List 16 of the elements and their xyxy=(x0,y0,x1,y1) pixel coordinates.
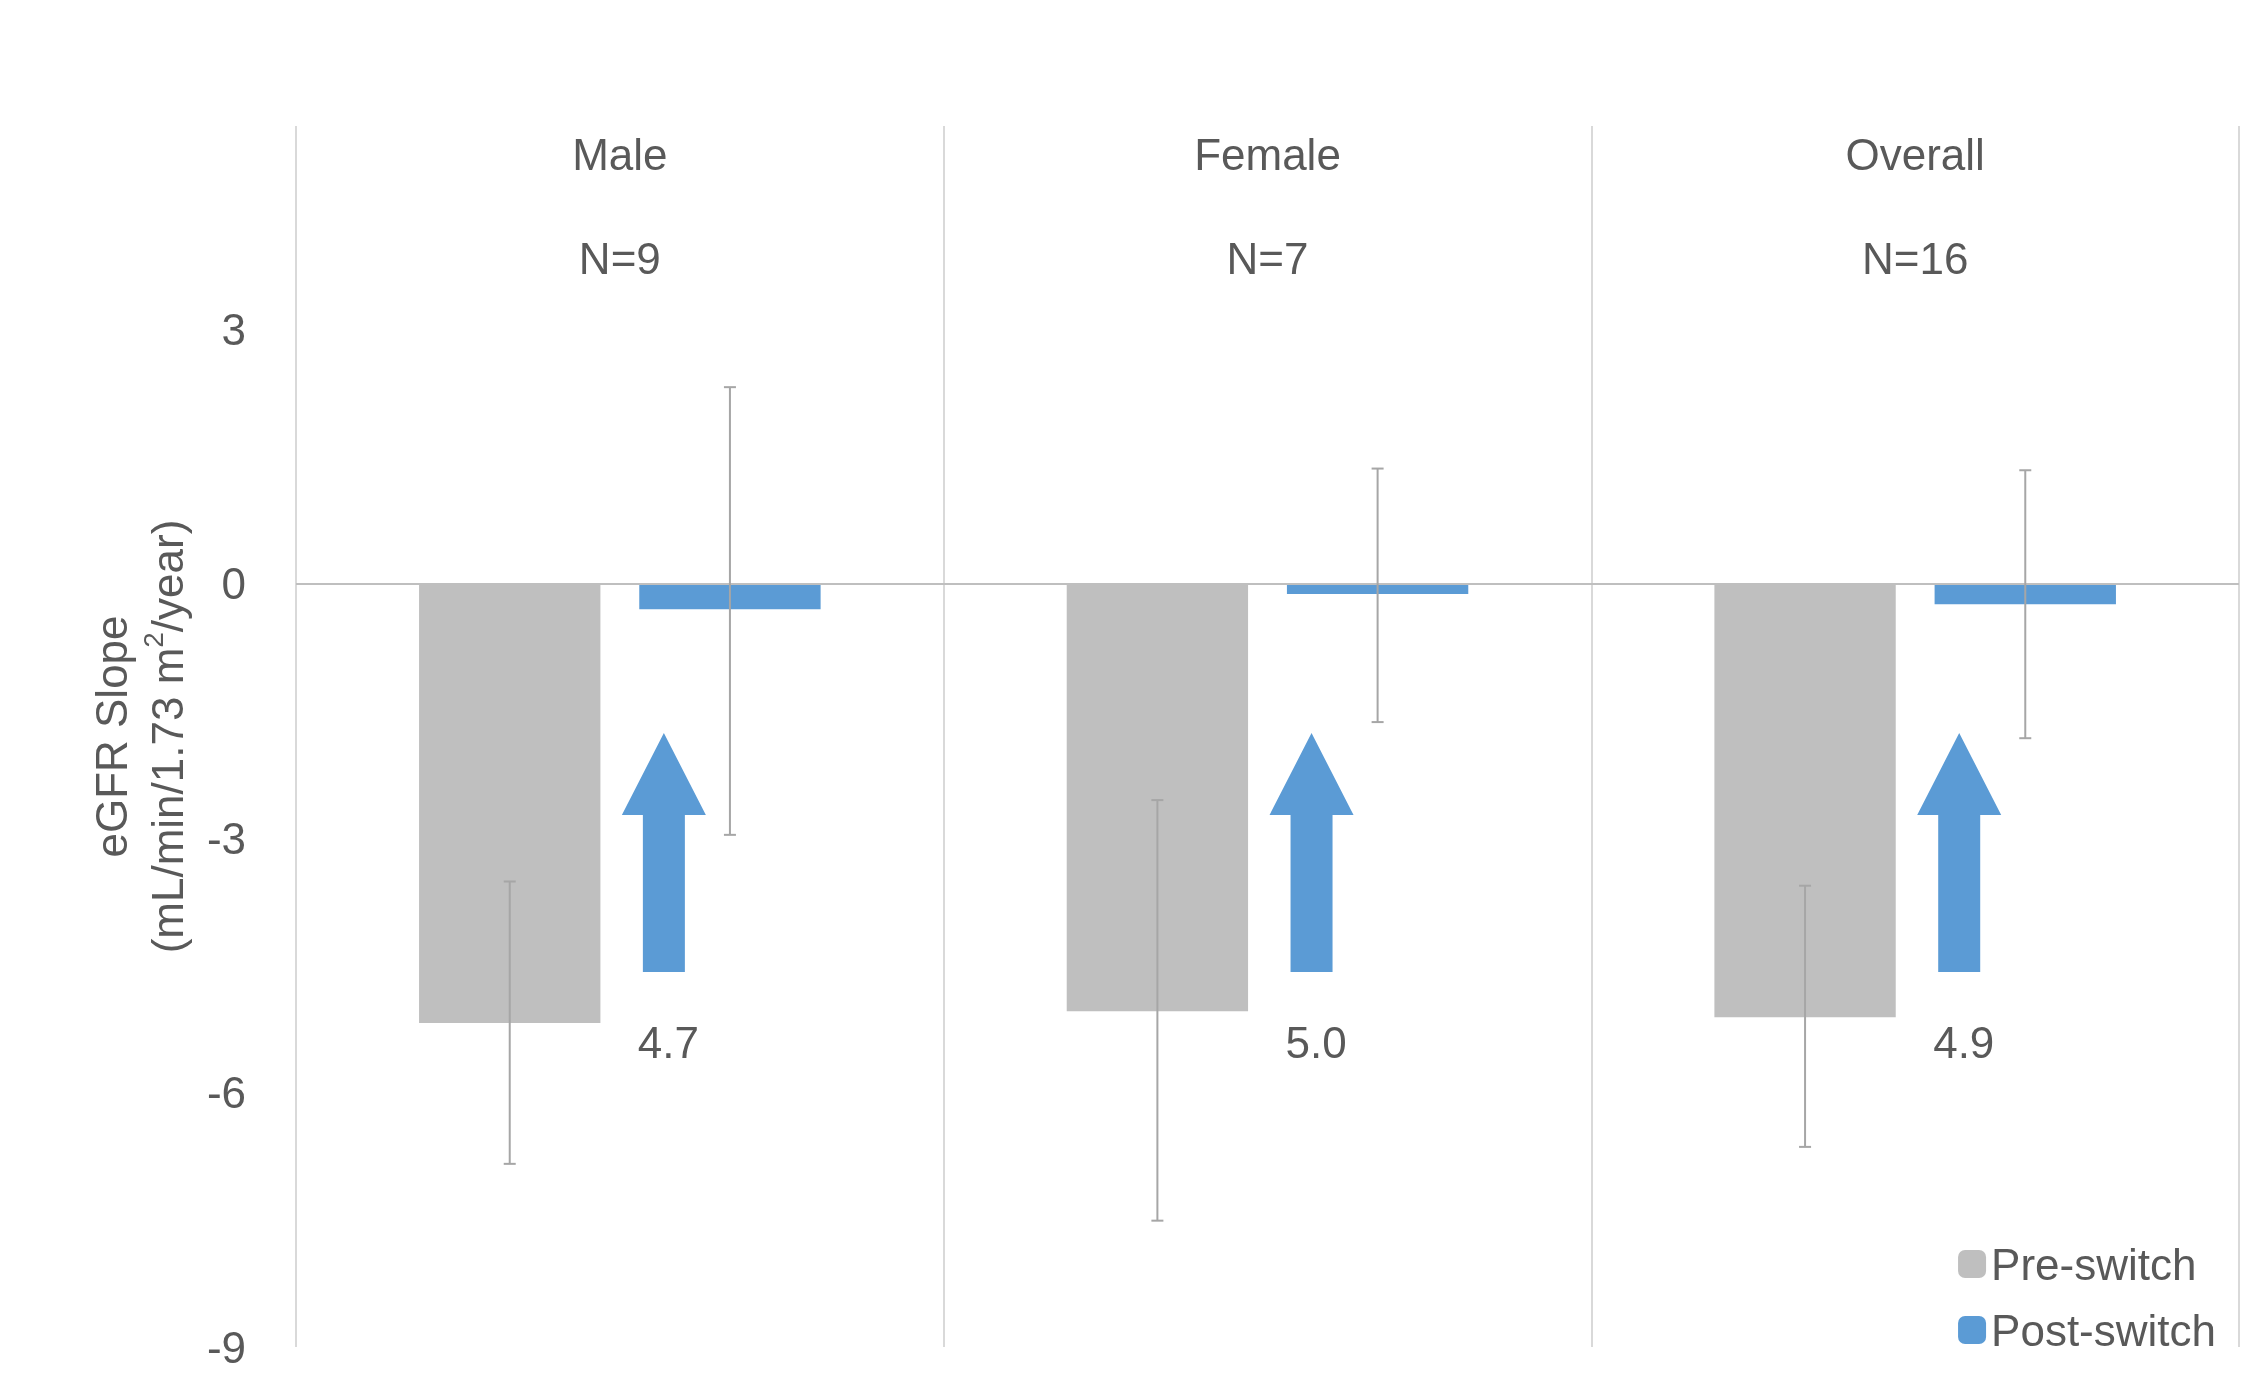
y-tick-label: -9 xyxy=(206,1322,246,1372)
annotation: N=9 xyxy=(578,233,661,283)
y-tick-label: -3 xyxy=(206,813,246,863)
y-tick-label: -6 xyxy=(206,1068,246,1118)
legend-label: Pre-switch xyxy=(1991,1239,2197,1289)
x-tick-label: Male xyxy=(572,129,668,179)
annotation: 4.9 xyxy=(1933,1017,1995,1067)
legend-label: Post-switch xyxy=(1991,1305,2217,1355)
x-tick-label: Female xyxy=(1194,129,1341,179)
y-tick-label: 0 xyxy=(221,559,246,609)
annotation: N=7 xyxy=(1226,233,1309,283)
annotation: 5.0 xyxy=(1285,1017,1347,1067)
x-tick-label: Overall xyxy=(1845,129,1985,179)
annotation: N=16 xyxy=(1861,233,1969,283)
annotation: 4.7 xyxy=(637,1017,699,1067)
y-tick-label: 3 xyxy=(221,305,246,354)
